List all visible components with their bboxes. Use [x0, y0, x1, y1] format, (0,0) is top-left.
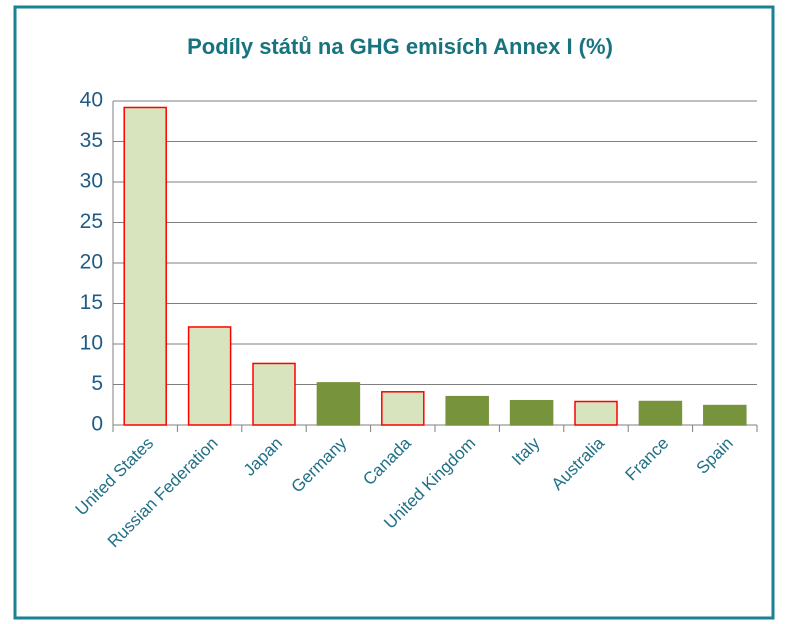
bar [509, 399, 554, 426]
y-tick-label: 5 [91, 372, 103, 395]
y-tick-label: 10 [80, 332, 103, 355]
y-tick-label: 15 [80, 291, 103, 314]
y-tick-label: 25 [80, 210, 103, 233]
y-tick-label: 20 [80, 251, 103, 274]
bar [316, 382, 361, 426]
y-tick-label: 40 [80, 89, 103, 112]
bar [123, 106, 167, 426]
chart-title: Podíly států na GHG emisích Annex I (%) [187, 34, 613, 59]
y-tick-label: 0 [91, 413, 103, 436]
bar [574, 400, 618, 426]
y-tick-label: 30 [80, 170, 103, 193]
bar [638, 400, 683, 426]
y-tick-label: 35 [80, 129, 103, 152]
bar [381, 391, 425, 426]
bar [445, 395, 489, 426]
bar [187, 326, 232, 426]
bar [703, 404, 747, 426]
bar [252, 362, 296, 426]
